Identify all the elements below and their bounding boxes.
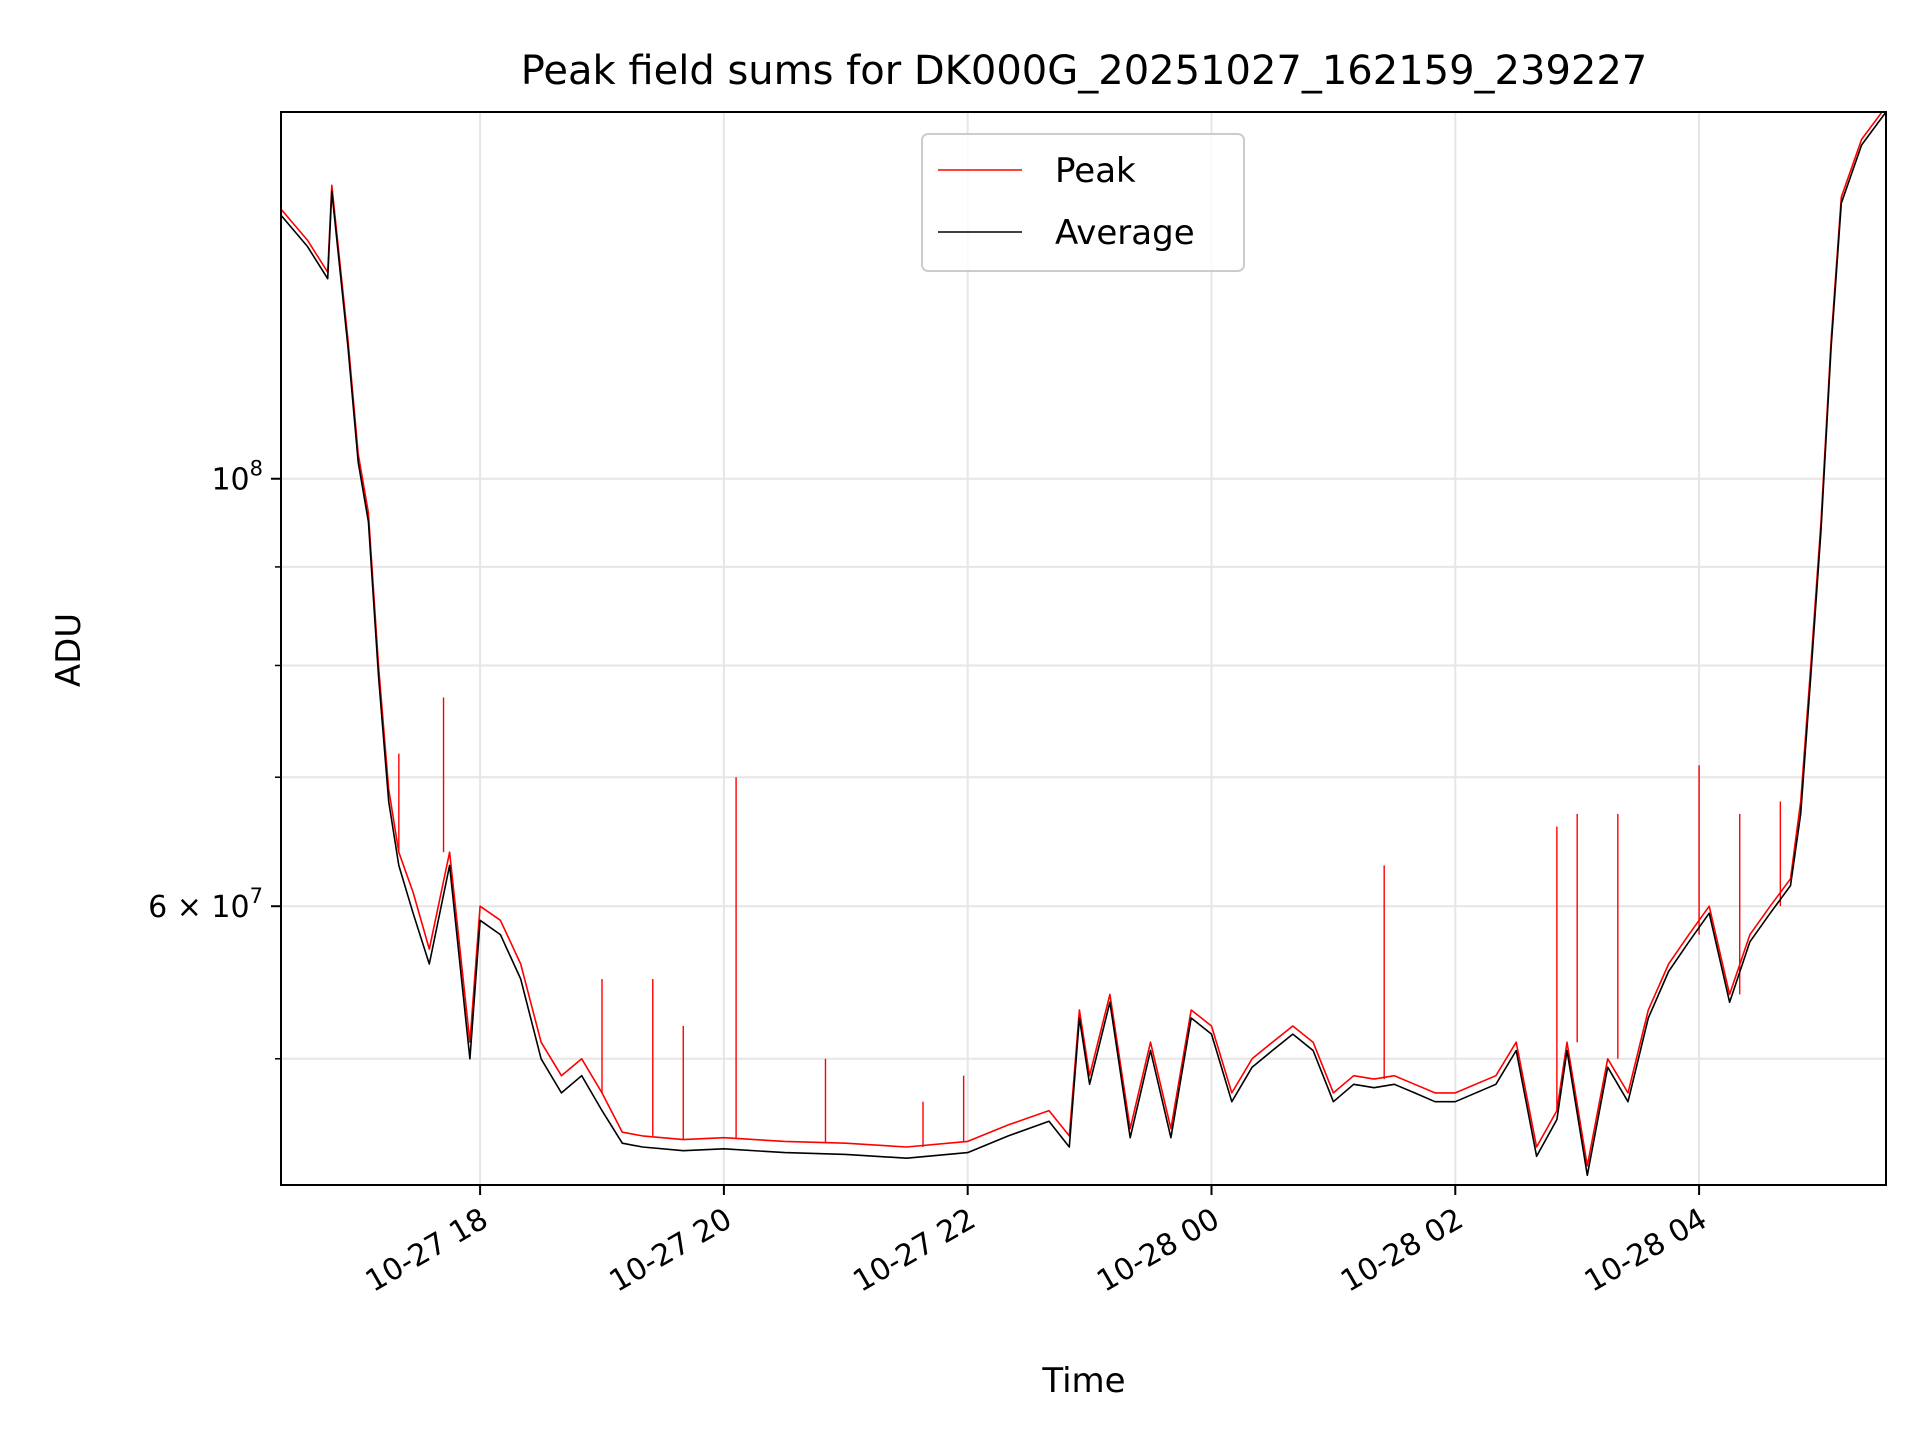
series-peak-line: [281, 112, 1883, 1167]
y-axis-label: ADU: [49, 613, 89, 687]
x-tick-label: 10-27 20: [604, 1202, 738, 1300]
legend-box: [921, 133, 1245, 272]
legend-peak-label: Peak: [1055, 151, 1136, 191]
chart-title: Peak field sums for DK000G_20251027_1621…: [521, 48, 1648, 94]
series-group: [281, 112, 1886, 1177]
legend: Peak Average: [921, 133, 1245, 272]
x-tick-label: 10-28 04: [1579, 1202, 1713, 1300]
x-axis: 10-27 18 10-27 20 10-27 22 10-28 00 10-28 02…: [360, 1185, 1713, 1299]
x-tick-label: 10-27 18: [360, 1202, 494, 1300]
series-average-line: [281, 112, 1886, 1177]
x-tick-label: 10-27 22: [847, 1202, 981, 1300]
x-tick-label: 10-28 02: [1335, 1202, 1469, 1300]
legend-average-label: Average: [1055, 213, 1195, 253]
grid: [281, 112, 1886, 1185]
plot-area: [281, 112, 1886, 1177]
axes-frame: [280, 111, 1887, 1186]
y-tick-label: 108: [211, 457, 263, 498]
y-axis: 108 6 × 107: [148, 457, 281, 1060]
y-tick-label: 6 × 107: [148, 884, 263, 925]
x-tick-label: 10-28 00: [1091, 1202, 1225, 1300]
x-axis-label: Time: [1041, 1361, 1125, 1401]
